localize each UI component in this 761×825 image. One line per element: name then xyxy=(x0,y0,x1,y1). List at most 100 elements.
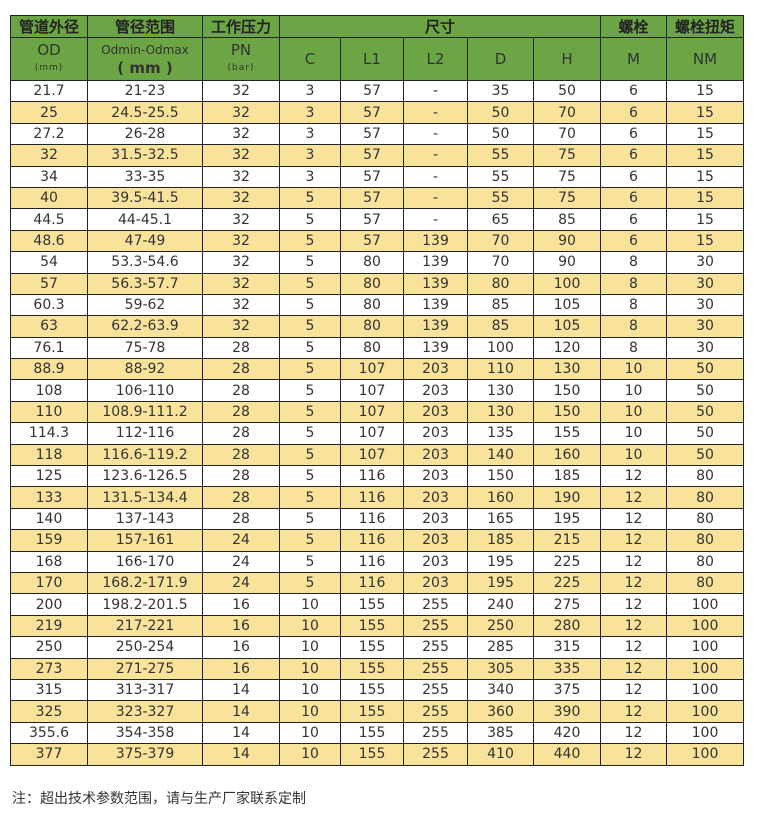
table-cell: 15 xyxy=(666,144,744,167)
table-cell: 12 xyxy=(600,550,667,573)
table-cell: 106-110 xyxy=(87,379,203,402)
table-cell: 5 xyxy=(279,571,341,595)
table-cell: 139 xyxy=(403,272,468,295)
table-cell: 25 xyxy=(10,101,88,124)
table-cell: 203 xyxy=(403,550,468,573)
table-cell: 75 xyxy=(533,144,601,167)
table-cell: 325 xyxy=(10,700,88,723)
table-cell: 375 xyxy=(533,678,601,702)
table-cell: - xyxy=(403,122,468,146)
table-cell: 10 xyxy=(279,657,341,680)
table-cell: 219 xyxy=(10,614,88,638)
table-cell: 120 xyxy=(533,336,601,360)
table-cell: 112-116 xyxy=(87,422,203,445)
table-cell: 6 xyxy=(600,165,667,188)
table-cell: 80 xyxy=(340,251,404,274)
table-cell: 255 xyxy=(403,721,468,745)
subheader-nm: NM xyxy=(666,37,744,81)
table-cell: 76.1 xyxy=(10,336,88,360)
table-cell: 32 xyxy=(202,101,280,124)
table-cell: 130 xyxy=(467,400,534,424)
table-cell: 57 xyxy=(340,208,404,231)
pn-label: PN xyxy=(230,41,252,59)
table-cell: 28 xyxy=(202,465,280,488)
table-cell: 100 xyxy=(666,614,744,638)
table-cell: 28 xyxy=(202,422,280,445)
subheader-range: Odmin-Odmax ( mm ) xyxy=(87,37,203,81)
table-cell: 16 xyxy=(202,636,280,659)
table-cell: 57 xyxy=(340,122,404,146)
table-row: 34 33-35 32 3 57-55 75 6 15 xyxy=(10,165,744,188)
table-cell: 355.6 xyxy=(10,721,88,745)
table-cell: 16 xyxy=(202,593,280,616)
table-cell: 28 xyxy=(202,507,280,531)
table-cell: - xyxy=(403,101,468,124)
table-cell: 280 xyxy=(533,614,601,638)
table-cell: 75 xyxy=(533,186,601,210)
table-cell: 3 xyxy=(279,79,341,103)
table-cell: 50 xyxy=(467,122,534,146)
table-cell: 14 xyxy=(202,743,280,766)
table-cell: 5 xyxy=(279,507,341,531)
table-cell: 255 xyxy=(403,614,468,638)
table-cell: 155 xyxy=(340,743,404,766)
table-row: 219 217-221 16 10 155 255 250 280 12 100 xyxy=(10,614,744,638)
table-cell: 12 xyxy=(600,507,667,531)
table-cell: 28 xyxy=(202,486,280,509)
table-cell: 24 xyxy=(202,550,280,573)
table-cell: 12 xyxy=(600,465,667,488)
header-bolt: 螺栓 xyxy=(600,15,667,38)
table-cell: 28 xyxy=(202,358,280,381)
table-cell: 116 xyxy=(340,486,404,509)
table-cell: 70 xyxy=(467,251,534,274)
table-cell: 6 xyxy=(600,208,667,231)
table-cell: 5 xyxy=(279,229,341,253)
table-cell: 313-317 xyxy=(87,678,203,702)
table-cell: 131.5-134.4 xyxy=(87,486,203,509)
table-cell: 32 xyxy=(202,165,280,188)
table-cell: 50 xyxy=(666,422,744,445)
table-cell: 200 xyxy=(10,593,88,616)
table-cell: 137-143 xyxy=(87,507,203,531)
table-cell: 160 xyxy=(467,486,534,509)
table-cell: 285 xyxy=(467,636,534,659)
table-cell: 6 xyxy=(600,144,667,167)
table-cell: 185 xyxy=(533,465,601,488)
table-cell: 32 xyxy=(202,229,280,253)
table-cell: 10 xyxy=(279,636,341,659)
table-cell: 155 xyxy=(340,721,404,745)
table-cell: 203 xyxy=(403,358,468,381)
table-cell: 16 xyxy=(202,657,280,680)
table-cell: 10 xyxy=(600,358,667,381)
table-cell: 70 xyxy=(533,101,601,124)
table-cell: 160 xyxy=(533,443,601,467)
table-cell: 410 xyxy=(467,743,534,766)
subheader-d: D xyxy=(467,37,534,81)
table-cell: 21.7 xyxy=(10,79,88,103)
table-cell: 12 xyxy=(600,678,667,702)
table-row: 110 108.9-111.2 28 5 107 203 130 150 10 50 xyxy=(10,400,744,424)
table-cell: 315 xyxy=(533,636,601,659)
table-row: 54 53.3-54.6 32 5 80 139 70 90 8 30 xyxy=(10,251,744,274)
table-cell: 80 xyxy=(666,529,744,552)
table-cell: 80 xyxy=(666,486,744,509)
table-cell: 50 xyxy=(666,443,744,467)
table-row: 159 157-161 24 5 116 203 185 215 12 80 xyxy=(10,529,744,552)
table-cell: 55 xyxy=(467,165,534,188)
table-cell: 15 xyxy=(666,101,744,124)
table-cell: 203 xyxy=(403,400,468,424)
table-cell: 240 xyxy=(467,593,534,616)
table-cell: 116 xyxy=(340,465,404,488)
table-cell: 155 xyxy=(340,593,404,616)
table-cell: 24 xyxy=(202,571,280,595)
table-cell: 12 xyxy=(600,486,667,509)
table-row: 60.3 59-62 32 5 80 139 85 105 8 30 xyxy=(10,293,744,317)
table-cell: 85 xyxy=(533,208,601,231)
table-cell: 85 xyxy=(467,315,534,338)
table-cell: 225 xyxy=(533,550,601,573)
table-cell: 28 xyxy=(202,400,280,424)
table-cell: 90 xyxy=(533,229,601,253)
table-cell: 166-170 xyxy=(87,550,203,573)
table-cell: 10 xyxy=(279,721,341,745)
table-cell: 10 xyxy=(279,593,341,616)
